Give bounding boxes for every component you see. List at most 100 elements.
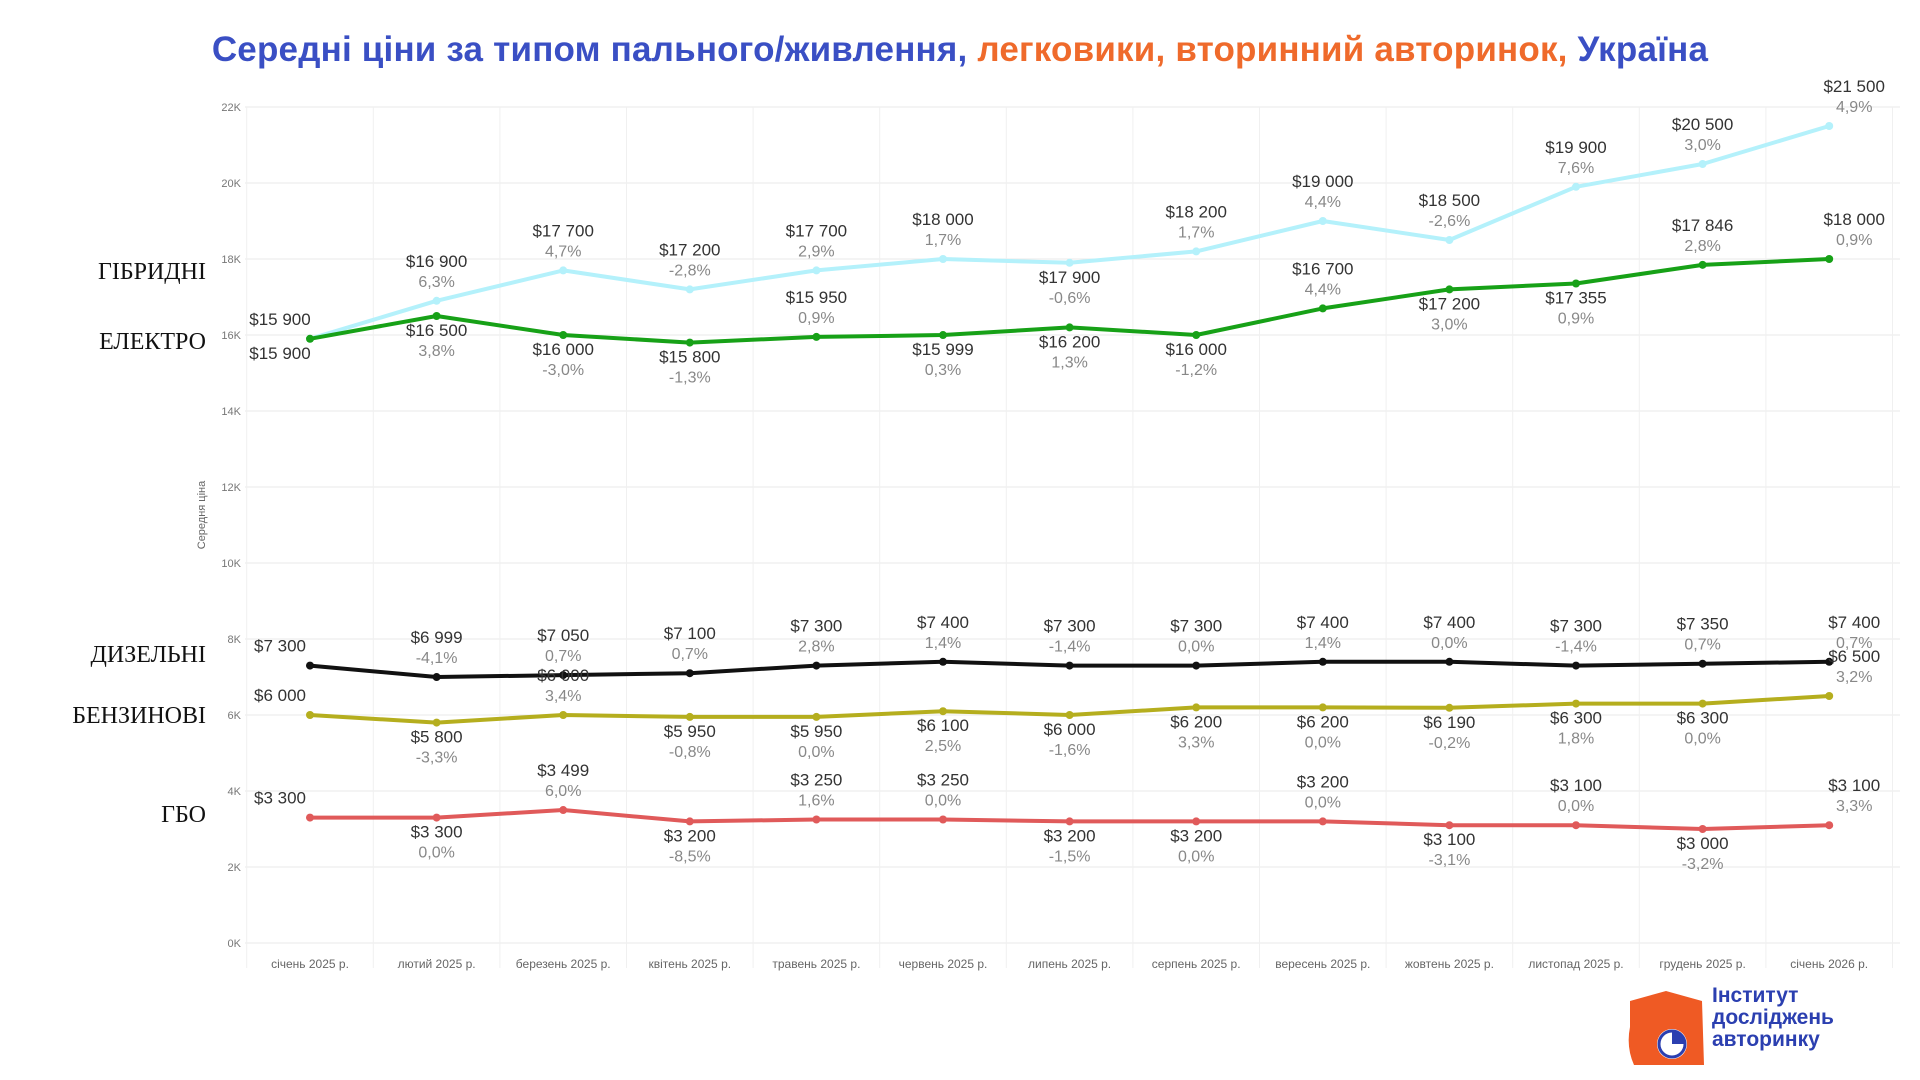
value-label-lpg: $3 250 (917, 771, 969, 790)
data-point-electric (1065, 323, 1074, 332)
value-label-electric: $16 700 (1292, 259, 1353, 278)
pct-label-electric: -1,3% (669, 370, 711, 387)
series-name-electric: ЕЛЕКТРО (99, 328, 206, 355)
value-label-hybrid: $17 200 (659, 240, 720, 259)
value-label-petrol: $6 100 (917, 716, 969, 735)
pct-label-petrol: -0,2% (1429, 735, 1471, 752)
pct-label-petrol: -0,8% (669, 744, 711, 761)
series-name-hybrid: ГІБРИДНІ (97, 259, 206, 286)
data-point-lpg (939, 815, 947, 824)
value-label-petrol: $6 000 (1044, 720, 1096, 739)
value-label-lpg: $3 200 (664, 826, 716, 845)
value-label-electric: $16 200 (1039, 332, 1100, 351)
value-label-hybrid: $21 500 (1823, 77, 1884, 96)
series-name-diesel: ДИЗЕЛЬНІ (90, 641, 206, 668)
data-point-petrol (1445, 703, 1454, 712)
x-tick-label: липень 2025 р. (1028, 957, 1111, 971)
pct-label-lpg: -8,5% (669, 848, 711, 865)
value-label-diesel: $6 999 (411, 628, 463, 647)
data-point-diesel (1825, 657, 1834, 666)
value-label-diesel: $7 100 (664, 624, 716, 643)
pct-label-hybrid: 1,7% (1178, 224, 1214, 241)
value-label-electric: $16 000 (532, 340, 593, 359)
pct-label-lpg: -1,5% (1049, 848, 1091, 865)
value-label-petrol: $5 950 (664, 722, 716, 741)
pct-label-diesel: 0,7% (672, 646, 708, 663)
logo-emblem-icon (1628, 991, 1704, 1065)
value-label-hybrid: $20 500 (1672, 115, 1733, 134)
data-point-petrol (1698, 699, 1707, 708)
data-point-hybrid (1192, 247, 1201, 256)
y-tick-label: 6K (228, 710, 242, 722)
value-label-electric: $16 500 (406, 321, 467, 340)
pct-label-petrol: 3,4% (545, 688, 581, 705)
pct-label-diesel: -1,4% (1555, 639, 1597, 656)
data-point-lpg (306, 813, 314, 822)
pct-label-diesel: 0,0% (1178, 639, 1214, 656)
data-point-hybrid (1825, 122, 1834, 130)
pct-label-lpg: 0,0% (925, 793, 961, 810)
title-part-1: Середні ціни за типом пального/живлення, (211, 30, 978, 69)
logo-line-1: Інститут (1712, 984, 1799, 1007)
value-label-petrol: $6 200 (1297, 712, 1349, 731)
value-label-petrol: $6 300 (1550, 709, 1602, 728)
y-tick-label: 2K (228, 862, 242, 874)
pct-label-hybrid: 3,0% (1684, 137, 1720, 154)
data-point-diesel (939, 657, 947, 666)
logo-line-2: досліджень (1712, 1006, 1834, 1029)
title-part-3: Україна (1577, 30, 1709, 69)
data-point-petrol (306, 711, 314, 719)
value-label-petrol: $6 000 (254, 686, 306, 705)
value-label-lpg: $3 499 (537, 761, 589, 780)
axes: 0K 2K 4K 6K 8K 10K 12K 14K 16K 18K 20K 22K січень 20… (196, 102, 1868, 971)
value-label-diesel: $7 300 (1170, 617, 1222, 636)
pct-label-hybrid: -2,8% (669, 262, 711, 279)
data-point-electric (1825, 255, 1834, 263)
data-point-hybrid (812, 266, 821, 275)
pct-label-lpg: -3,1% (1429, 852, 1471, 869)
value-label-lpg: $3 100 (1423, 830, 1475, 849)
pct-label-diesel: -4,1% (416, 650, 458, 667)
value-label-hybrid: $17 700 (786, 221, 847, 240)
institute-logo: Інститут досліджень авторинку (1622, 985, 1920, 1075)
pct-label-hybrid: 1,7% (925, 232, 961, 249)
pct-label-petrol: -3,3% (416, 750, 458, 767)
pct-label-lpg: 0,0% (418, 845, 454, 862)
pct-label-hybrid: 2,9% (798, 243, 834, 260)
value-label-hybrid: $18 000 (912, 210, 973, 229)
data-point-lpg (685, 817, 694, 826)
pct-label-petrol: 2,5% (925, 738, 961, 755)
x-tick-label: вересень 2025 р. (1275, 957, 1370, 971)
y-tick-label: 14K (221, 406, 241, 418)
data-point-electric (306, 334, 314, 343)
pct-label-diesel: -1,4% (1049, 639, 1091, 656)
pct-label-hybrid: 4,4% (1305, 194, 1341, 211)
data-point-diesel (306, 661, 314, 670)
value-label-diesel: $7 400 (1423, 613, 1475, 632)
data-point-diesel (1065, 661, 1074, 670)
y-tick-label: 20K (221, 178, 241, 190)
value-label-electric: $17 355 (1545, 289, 1606, 308)
data-point-electric (812, 332, 821, 341)
y-tick-label: 22K (221, 102, 241, 114)
y-tick-label: 16K (221, 330, 241, 342)
pct-label-petrol: 1,8% (1558, 731, 1594, 748)
pct-label-electric: 0,9% (798, 310, 834, 327)
pct-label-electric: 0,9% (1836, 232, 1872, 249)
data-point-electric (939, 331, 947, 340)
y-tick-label: 0K (228, 938, 242, 950)
data-point-lpg (1065, 817, 1074, 826)
x-tick-label: лютий 2025 р. (398, 957, 476, 971)
data-point-diesel (1698, 659, 1707, 668)
pct-label-electric: 0,3% (925, 362, 961, 379)
pct-label-electric: -1,2% (1175, 362, 1217, 379)
pct-label-electric: 3,8% (418, 343, 454, 360)
data-point-petrol (812, 712, 821, 721)
data-point-diesel (1318, 657, 1327, 666)
y-tick-label: 4K (228, 786, 242, 798)
title-part-2: легковики, вторинний авторинок, (977, 30, 1578, 69)
pct-label-hybrid: -2,6% (1429, 213, 1471, 230)
data-point-electric (1318, 304, 1327, 313)
x-tick-label: серпень 2025 р. (1152, 957, 1241, 971)
data-point-petrol (559, 711, 568, 719)
